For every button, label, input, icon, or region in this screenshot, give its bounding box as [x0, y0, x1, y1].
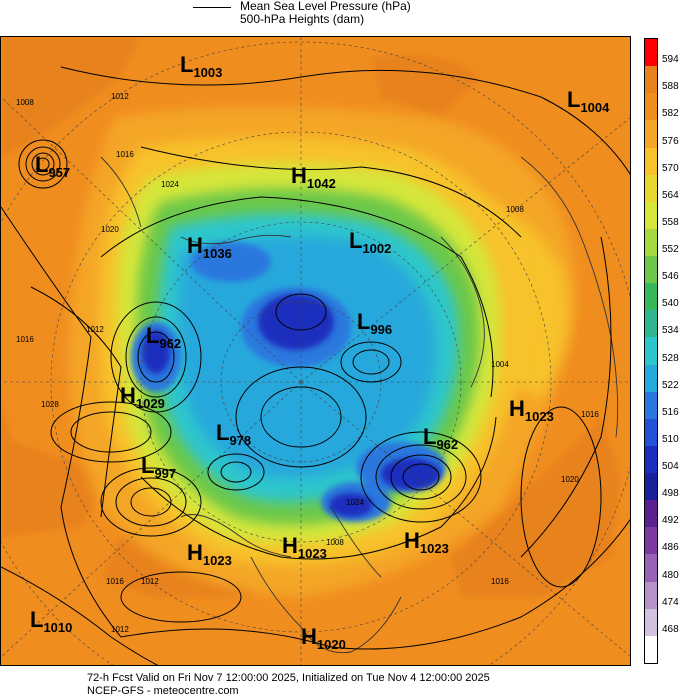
heights-colorbar	[644, 38, 658, 664]
colorbar-tick-label: 528	[662, 352, 679, 364]
colorbar-swatch	[645, 147, 657, 176]
colorbar-swatch	[645, 310, 657, 338]
colorbar-tick-label: 474	[662, 596, 679, 608]
colorbar-tick-label: 546	[662, 271, 679, 283]
colorbar-swatch	[645, 337, 657, 366]
colorbar-swatch	[645, 283, 657, 311]
pressure-center-high: H1023	[187, 540, 232, 568]
pressure-center-high: H1020	[301, 624, 346, 652]
colorbar-swatch	[645, 174, 657, 203]
colorbar-tick-label: 594	[662, 54, 679, 66]
colorbar-tick-label: 486	[662, 542, 679, 554]
isobar-label: 1016	[106, 577, 124, 586]
isobar-label: 1004	[491, 360, 509, 369]
pressure-center-low: L962	[423, 424, 459, 452]
isobar-label: 1016	[16, 335, 34, 344]
colorbar-tick-label: 552	[662, 244, 679, 256]
isobar-label: 1020	[561, 475, 579, 484]
colorbar-tick-label: 504	[662, 461, 679, 473]
colorbar-tick-label: 498	[662, 488, 679, 500]
pressure-center-low: L962	[146, 323, 182, 351]
colorbar-tick-label: 576	[662, 135, 679, 147]
colorbar-swatch	[645, 527, 657, 555]
isobar-label: 1016	[491, 577, 509, 586]
colorbar-swatch	[645, 93, 657, 121]
isobar-labels: 1008 1012 1016 1020 1024 1028 1012 1016 …	[16, 92, 599, 634]
pressure-center-low: L957	[35, 152, 71, 180]
pressure-center-low: L1010	[30, 607, 73, 635]
footer-source: NCEP-GFS - meteocentre.com	[87, 685, 239, 697]
header-heights-label: 500-hPa Heights (dam)	[240, 12, 365, 26]
pressure-center-low: L978	[216, 420, 252, 448]
map-panel: 1008 1012 1016 1020 1024 1028 1012 1016 …	[0, 36, 631, 666]
mslp-legend-line	[193, 7, 231, 8]
pressure-center-high: H1036	[187, 233, 232, 261]
colorbar-tick-label: 510	[662, 433, 679, 445]
isobar-label: 1012	[111, 92, 129, 101]
pressure-center-high: H1023	[404, 528, 449, 556]
isobar-label: 1028	[41, 400, 59, 409]
lat-lon-grid	[1, 37, 630, 665]
colorbar-swatch	[645, 473, 657, 501]
pressure-center-high: H1023	[282, 533, 327, 561]
isobar-label: 1008	[506, 205, 524, 214]
pressure-center-low: L997	[141, 453, 177, 481]
isobar-label: 1008	[16, 98, 34, 107]
colorbar-tick-label: 582	[662, 108, 679, 120]
colorbar-tick-label: 468	[662, 623, 679, 635]
colorbar-tick-label: 540	[662, 298, 679, 310]
pressure-center-low: L996	[357, 309, 393, 337]
colorbar-tick-label: 522	[662, 379, 679, 391]
colorbar-tick-label: 480	[662, 569, 679, 581]
footer-valid-time: 72-h Fcst Valid on Fri Nov 7 12:00:00 20…	[87, 672, 490, 684]
colorbar-swatch	[645, 554, 657, 583]
isobar-label: 1016	[581, 410, 599, 419]
colorbar-swatch	[645, 66, 657, 94]
colorbar-swatch	[645, 500, 657, 528]
isobar-label: 1012	[86, 325, 104, 334]
colorbar-swatch	[645, 201, 657, 230]
isobar-label: 1024	[161, 180, 179, 189]
colorbar-swatch	[645, 581, 657, 610]
map-canvas: 1008 1012 1016 1020 1024 1028 1012 1016 …	[1, 37, 630, 665]
colorbar-swatch	[645, 418, 657, 447]
coastlines	[100, 156, 619, 654]
isobar-label: 1020	[101, 225, 119, 234]
isobars	[1, 66, 630, 665]
isobar-label: 1012	[141, 577, 159, 586]
pressure-center-high: H1029	[120, 383, 165, 411]
colorbar-swatch	[645, 120, 657, 149]
colorbar-swatch	[645, 391, 657, 420]
pressure-center-low: L1003	[180, 52, 223, 80]
colorbar-tick-label: 570	[662, 162, 679, 174]
colorbar-swatch	[645, 39, 657, 67]
colorbar-tick-label: 534	[662, 325, 679, 337]
isobar-label: 1008	[326, 538, 344, 547]
isobar-label: 1016	[116, 150, 134, 159]
pressure-center-high: H1023	[509, 396, 554, 424]
colorbar-tick-label: 516	[662, 406, 679, 418]
pressure-center-low: L1004	[567, 87, 610, 115]
colorbar-tick-label: 564	[662, 189, 679, 201]
colorbar-swatch	[645, 228, 657, 257]
colorbar-swatch	[645, 445, 657, 474]
colorbar-tick-label: 558	[662, 216, 679, 228]
colorbar-swatch	[645, 635, 657, 664]
colorbar-swatch	[645, 256, 657, 284]
isobar-label: 1024	[346, 498, 364, 507]
pressure-center-low: L1002	[349, 228, 392, 256]
colorbar-swatch	[645, 608, 657, 637]
pressure-center-high: H1042	[291, 163, 336, 191]
colorbar-tick-label: 588	[662, 81, 679, 93]
isobar-label: 1012	[111, 625, 129, 634]
colorbar-tick-label: 492	[662, 515, 679, 527]
header-mslp-label: Mean Sea Level Pressure (hPa)	[240, 0, 411, 13]
colorbar-swatch	[645, 364, 657, 393]
